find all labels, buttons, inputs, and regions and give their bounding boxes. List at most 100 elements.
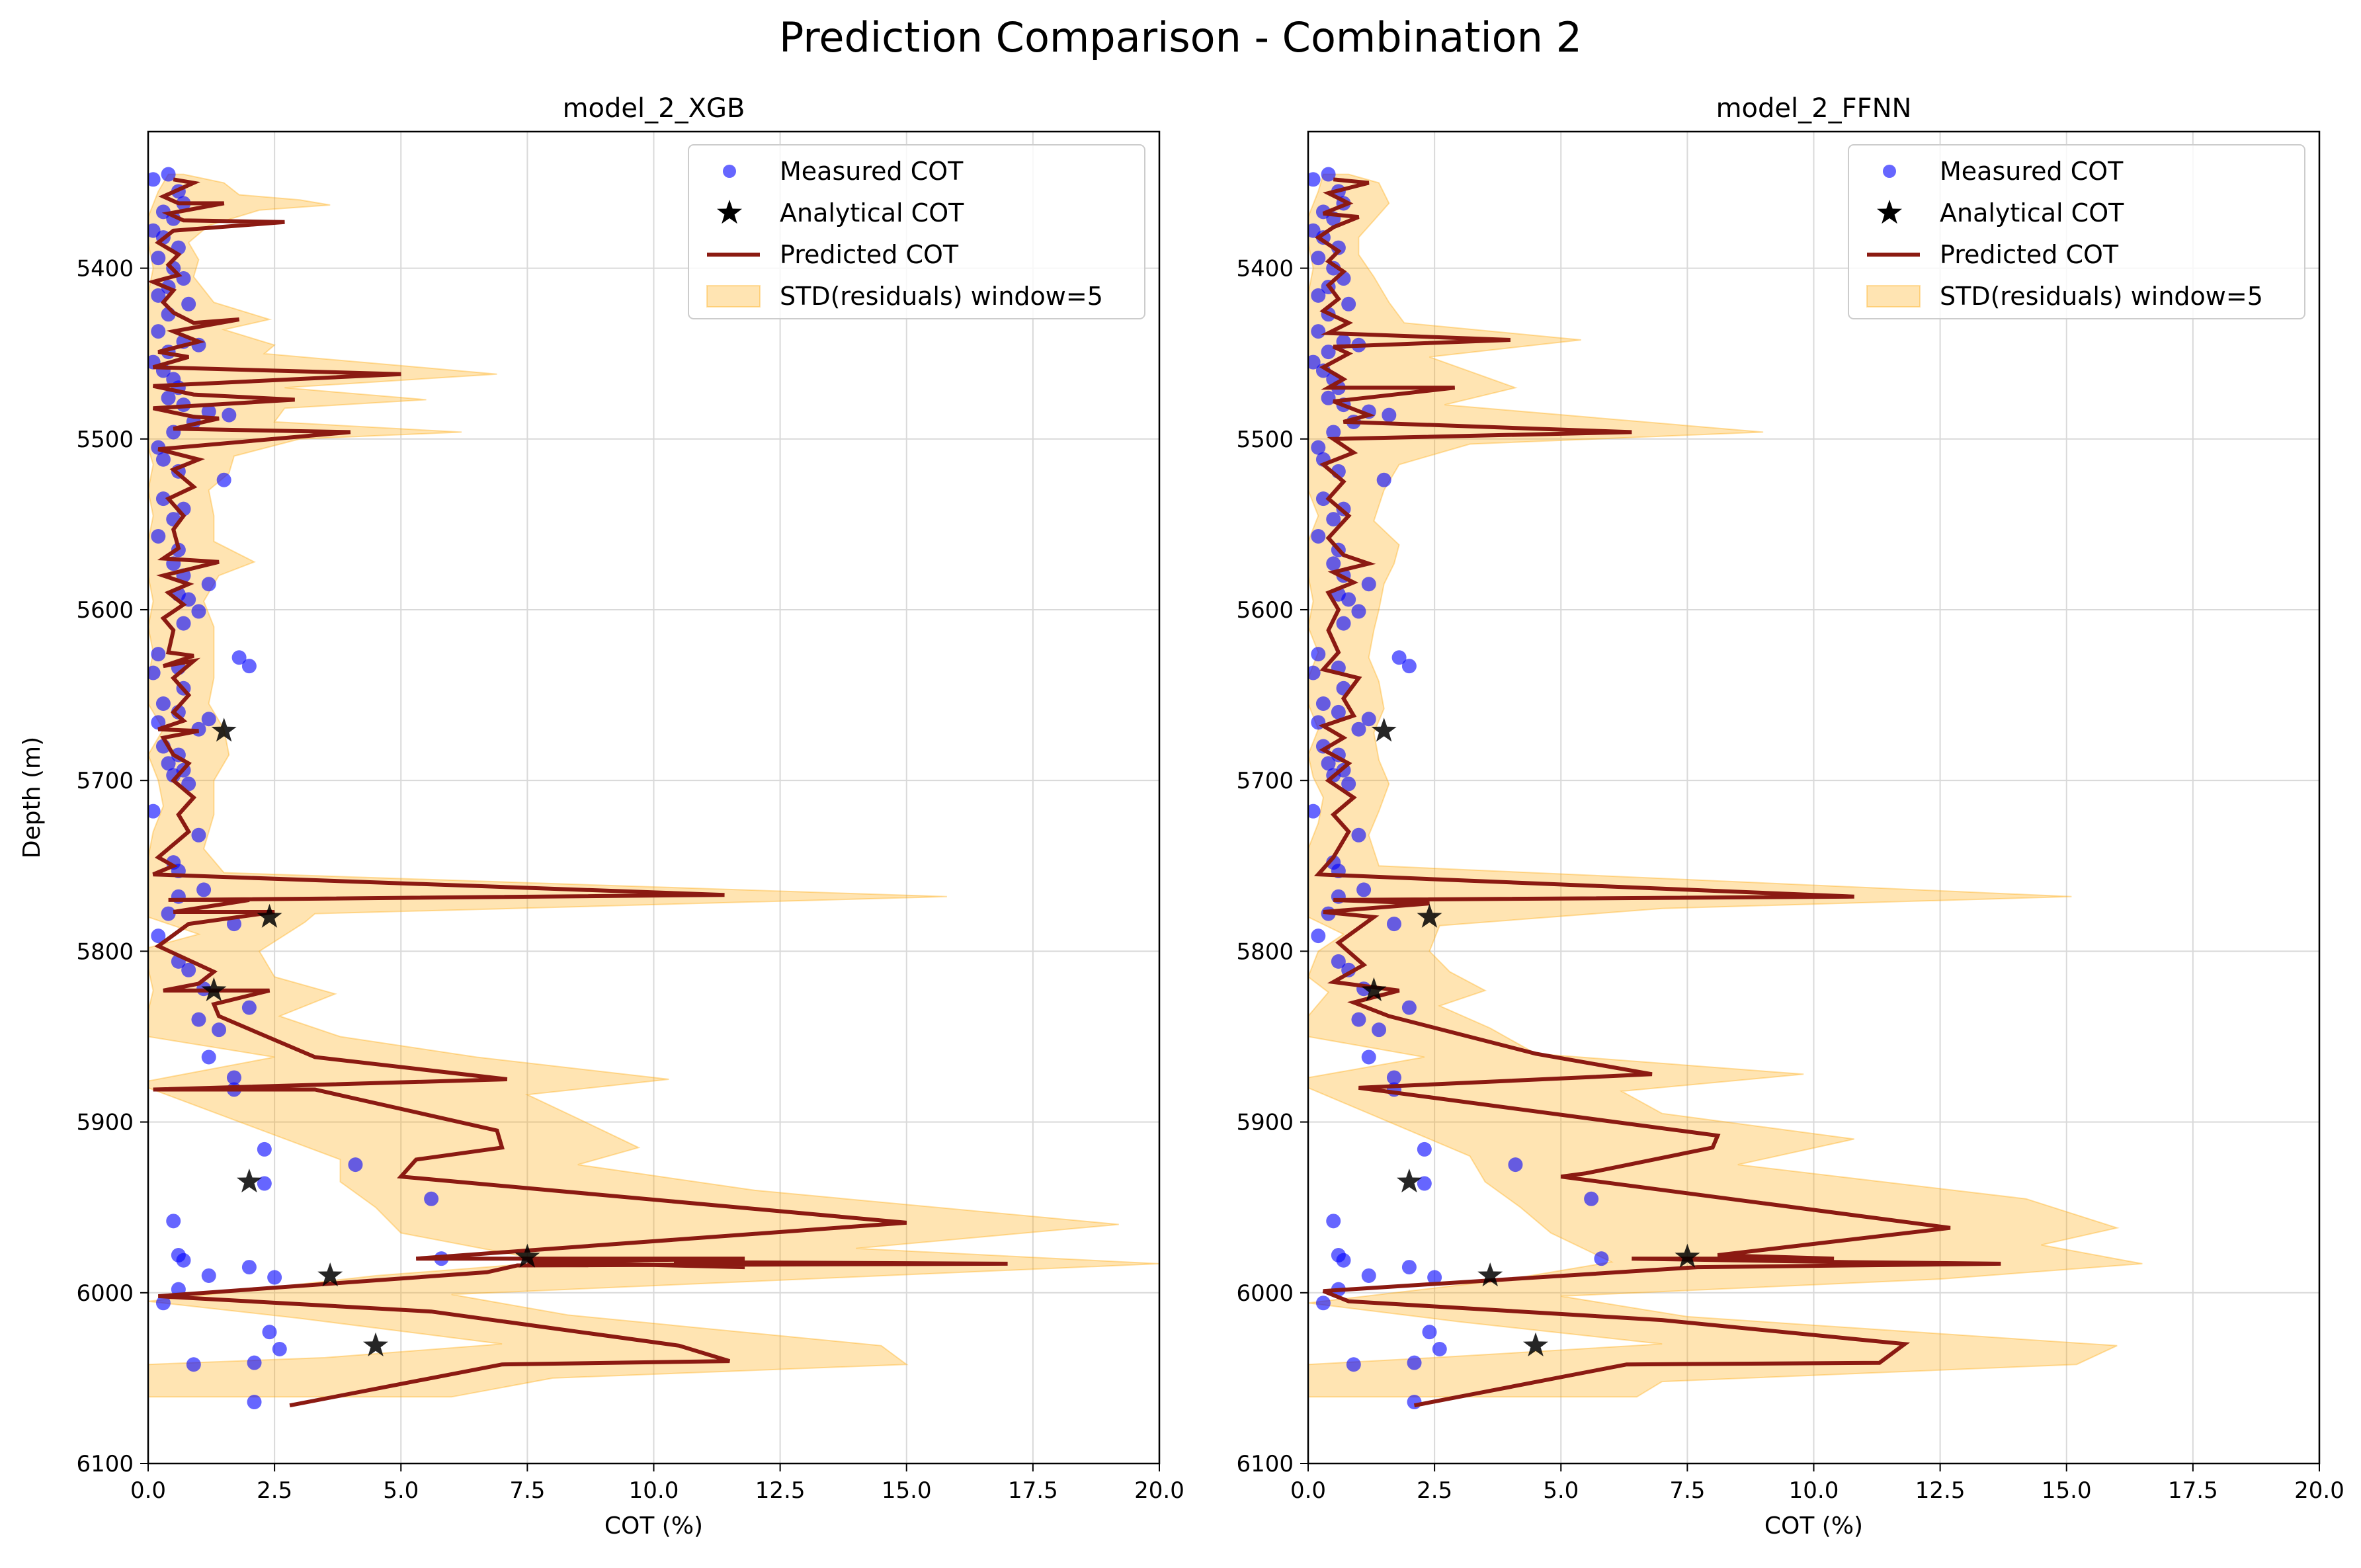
y-axis-label: Depth (m) bbox=[19, 737, 46, 858]
plot-area bbox=[1308, 167, 2143, 1410]
measured-point bbox=[1336, 616, 1351, 631]
measured-point bbox=[1311, 647, 1326, 662]
measured-point bbox=[1382, 407, 1397, 423]
x-tick-label: 17.5 bbox=[1008, 1477, 1058, 1504]
measured-point bbox=[1315, 696, 1331, 711]
measured-point bbox=[1326, 512, 1341, 527]
measured-point bbox=[1361, 1268, 1376, 1283]
legend-analytical-marker bbox=[1877, 200, 1902, 224]
measured-point bbox=[1417, 1176, 1432, 1191]
measured-point bbox=[1326, 425, 1341, 440]
measured-point bbox=[1351, 827, 1366, 843]
measured-point bbox=[1321, 390, 1336, 405]
measured-point bbox=[1346, 1357, 1361, 1372]
measured-point bbox=[1336, 1253, 1351, 1268]
measured-point bbox=[424, 1191, 439, 1206]
measured-point bbox=[1315, 491, 1331, 507]
y-tick-label: 6100 bbox=[1236, 1451, 1294, 1477]
y-tick-label: 6000 bbox=[76, 1280, 134, 1307]
measured-point bbox=[201, 404, 216, 419]
panel-title: model_2_XGB bbox=[563, 93, 745, 124]
x-tick-label: 20.0 bbox=[1134, 1477, 1184, 1504]
figure-title: Prediction Comparison - Combination 2 bbox=[779, 13, 1582, 62]
legend: Measured COT Analytical COT Predicted COT S… bbox=[688, 144, 1145, 319]
measured-point bbox=[241, 1260, 257, 1275]
measured-point bbox=[1331, 704, 1346, 720]
measured-point bbox=[151, 288, 166, 303]
measured-point bbox=[161, 756, 176, 771]
x-tick-label: 10.0 bbox=[1789, 1477, 1839, 1504]
measured-point bbox=[1386, 1070, 1401, 1085]
measured-point bbox=[155, 696, 171, 711]
legend-label: Measured COT bbox=[1940, 157, 2124, 186]
measured-point bbox=[257, 1176, 272, 1191]
legend-label: Predicted COT bbox=[1940, 240, 2119, 269]
analytical-point bbox=[1361, 977, 1387, 1001]
measured-point bbox=[1427, 1270, 1442, 1285]
measured-point bbox=[181, 592, 196, 607]
measured-point bbox=[1311, 528, 1326, 544]
measured-point bbox=[1311, 251, 1326, 266]
legend-label: Analytical COT bbox=[780, 198, 964, 227]
x-tick-label: 12.5 bbox=[755, 1477, 806, 1504]
y-tick-label: 6100 bbox=[76, 1451, 134, 1477]
analytical-point bbox=[1477, 1262, 1503, 1287]
legend-label: Analytical COT bbox=[1940, 198, 2124, 227]
chart-panel-2: 0.0 2.5 5.0 7.5 10.0 12.5 15.0 17.5 20.0 5400 5500… bbox=[1236, 93, 2344, 1540]
measured-point bbox=[1584, 1191, 1599, 1206]
measured-point bbox=[1386, 917, 1401, 932]
y-tick-label: 5400 bbox=[1236, 256, 1294, 282]
measured-point bbox=[241, 1000, 257, 1015]
measured-point bbox=[1308, 354, 1321, 370]
measured-point bbox=[155, 491, 171, 507]
measured-point bbox=[181, 296, 196, 311]
measured-point bbox=[191, 1012, 206, 1027]
measured-point bbox=[1508, 1157, 1523, 1173]
y-tick-label: 5600 bbox=[1236, 597, 1294, 624]
measured-point bbox=[1326, 556, 1341, 571]
measured-point bbox=[1401, 1000, 1417, 1015]
legend-band-swatch bbox=[1866, 285, 1921, 308]
measured-point bbox=[1308, 172, 1321, 187]
predicted-line bbox=[1313, 177, 2001, 1408]
measured-point bbox=[1351, 604, 1366, 619]
y-tick-label: 5900 bbox=[76, 1110, 134, 1136]
measured-point bbox=[151, 324, 166, 339]
predicted-line bbox=[148, 177, 1008, 1408]
x-tick-label: 2.5 bbox=[257, 1477, 292, 1504]
measured-point bbox=[155, 1296, 171, 1311]
analytical-points bbox=[201, 718, 540, 1356]
measured-point bbox=[1331, 240, 1346, 255]
y-tick-label: 6000 bbox=[1236, 1280, 1294, 1307]
measured-point bbox=[216, 472, 231, 487]
measured-point bbox=[181, 776, 196, 792]
measured-point bbox=[1311, 928, 1326, 944]
measured-point bbox=[1341, 296, 1356, 311]
analytical-point bbox=[1523, 1332, 1548, 1356]
legend-label: STD(residuals) window=5 bbox=[1940, 282, 2263, 311]
y-tick-label: 5800 bbox=[1236, 938, 1294, 965]
measured-point bbox=[151, 251, 166, 266]
measured-point bbox=[201, 1268, 216, 1283]
x-tick-label: 7.5 bbox=[509, 1477, 545, 1504]
legend-measured-marker bbox=[723, 165, 736, 178]
measured-point bbox=[1401, 1260, 1417, 1275]
measured-point bbox=[176, 616, 191, 631]
measured-point bbox=[1311, 288, 1326, 303]
measured-point bbox=[231, 650, 247, 665]
measured-point bbox=[1407, 1355, 1422, 1370]
analytical-point bbox=[1417, 903, 1442, 928]
legend-analytical-marker bbox=[717, 200, 742, 224]
analytical-point bbox=[515, 1243, 540, 1268]
x-axis-label: COT (%) bbox=[604, 1512, 703, 1540]
measured-point bbox=[241, 659, 257, 674]
measured-point bbox=[1361, 577, 1376, 592]
measured-point bbox=[222, 407, 237, 423]
analytical-points bbox=[1361, 718, 1700, 1356]
analytical-point bbox=[211, 718, 237, 742]
y-tick-label: 5600 bbox=[76, 597, 134, 624]
analytical-point bbox=[317, 1262, 343, 1287]
measured-point bbox=[161, 390, 176, 405]
x-tick-label: 20.0 bbox=[2294, 1477, 2344, 1504]
